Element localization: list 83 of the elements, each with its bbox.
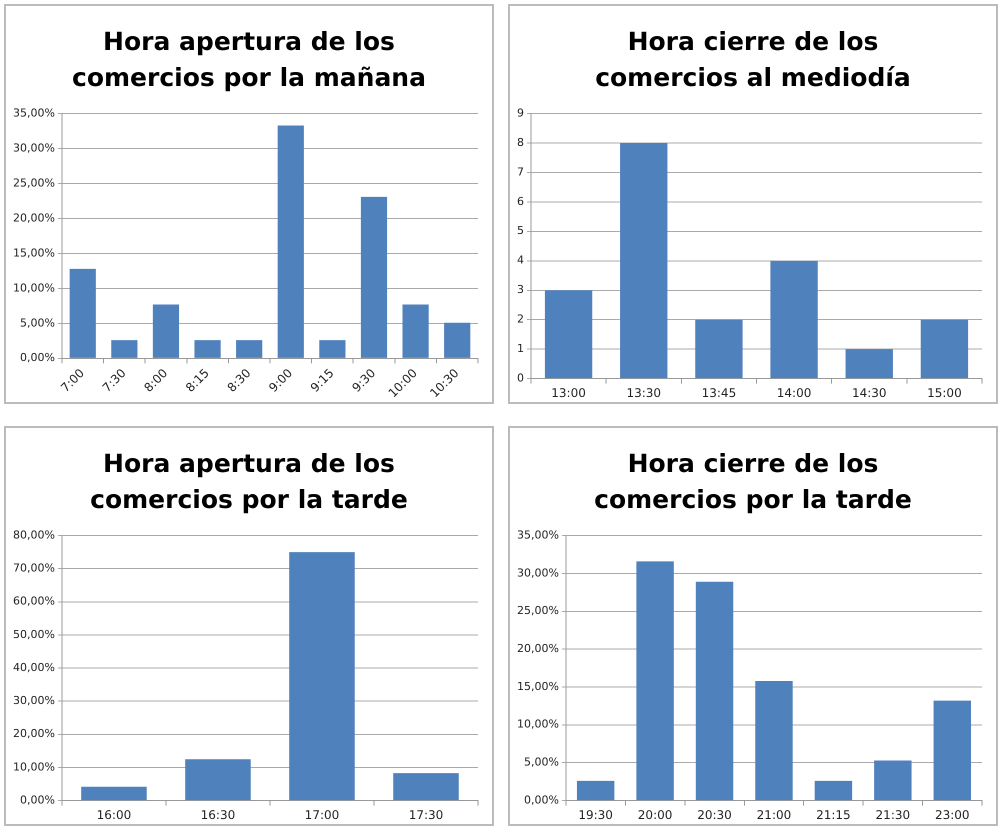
y-tick-label: 20,00% bbox=[516, 642, 559, 656]
bar bbox=[152, 304, 180, 358]
bar bbox=[402, 304, 429, 358]
bar bbox=[620, 143, 668, 378]
bar bbox=[70, 268, 96, 358]
y-tick-label: 3 bbox=[517, 283, 524, 296]
x-tick-label: 21:30 bbox=[876, 808, 910, 822]
bar bbox=[81, 786, 147, 800]
y-tick-label: 25,00% bbox=[12, 176, 55, 190]
bar bbox=[289, 552, 355, 800]
y-tick-label: 20,00% bbox=[12, 727, 55, 740]
bar bbox=[444, 322, 470, 358]
x-tick-label: 21:15 bbox=[816, 808, 851, 822]
y-tick-label: 4 bbox=[517, 254, 524, 267]
bar bbox=[576, 780, 614, 800]
bar bbox=[934, 700, 972, 800]
bar bbox=[770, 260, 818, 378]
x-tick-label: 13:00 bbox=[551, 386, 586, 400]
y-tick-label: 5 bbox=[517, 224, 524, 238]
x-tick-label: 19:30 bbox=[578, 808, 613, 822]
y-tick-label: 40,00% bbox=[12, 660, 55, 674]
y-tick-label: 25,00% bbox=[516, 604, 559, 618]
y-tick-label: 9 bbox=[517, 106, 524, 120]
x-tick-label: 17:00 bbox=[304, 808, 340, 822]
y-tick-label: 50,00% bbox=[12, 628, 55, 641]
bar bbox=[755, 680, 793, 800]
bar bbox=[360, 196, 388, 358]
y-tick-label: 10,00% bbox=[12, 760, 55, 774]
y-tick-label: 8 bbox=[517, 136, 524, 149]
x-tick-label: 20:00 bbox=[638, 808, 672, 822]
y-tick-label: 1 bbox=[517, 342, 524, 356]
y-tick-label: 5,00% bbox=[524, 756, 559, 769]
y-tick-label: 10,00% bbox=[516, 718, 559, 731]
bar bbox=[278, 125, 304, 358]
y-tick-label: 30,00% bbox=[12, 141, 55, 154]
x-tick-label: 16:30 bbox=[200, 808, 236, 822]
bar bbox=[236, 340, 262, 358]
bar bbox=[636, 561, 674, 800]
y-tick-label: 5,00% bbox=[20, 316, 55, 330]
chart-title: Hora apertura de los comercios por la tarde bbox=[89, 448, 409, 516]
y-tick-label: 15,00% bbox=[12, 246, 55, 260]
bar bbox=[874, 760, 912, 800]
x-tick-label: 13:30 bbox=[626, 386, 662, 400]
bar bbox=[544, 290, 592, 378]
bar bbox=[111, 340, 138, 358]
bar bbox=[319, 340, 346, 358]
y-tick-label: 80,00% bbox=[12, 528, 55, 542]
y-tick-label: 35,00% bbox=[12, 106, 55, 120]
x-tick-label: 20:30 bbox=[697, 808, 732, 822]
x-tick-label: 16:00 bbox=[96, 808, 132, 822]
bar bbox=[185, 759, 251, 800]
chart-title: Hora cierre de los comercios por la tarde bbox=[593, 448, 913, 516]
y-tick-label: 60,00% bbox=[12, 594, 55, 608]
y-tick-label: 0,00% bbox=[20, 351, 55, 364]
bar bbox=[393, 773, 459, 800]
bar bbox=[194, 340, 221, 358]
y-tick-label: 10,00% bbox=[12, 281, 55, 294]
y-tick-label: 0,00% bbox=[20, 793, 55, 806]
y-tick-label: 30,00% bbox=[516, 566, 559, 580]
y-tick-label: 15,00% bbox=[516, 680, 559, 693]
y-tick-label: 70,00% bbox=[12, 562, 55, 575]
y-tick-label: 30,00% bbox=[12, 694, 55, 708]
x-tick-label: 23:00 bbox=[934, 808, 970, 822]
bar bbox=[695, 320, 743, 378]
x-tick-label: 17:30 bbox=[408, 808, 444, 822]
y-tick-label: 0,00% bbox=[524, 793, 559, 806]
chart-title: Hora apertura de los comercios por la mañana bbox=[71, 26, 427, 94]
y-tick-label: 2 bbox=[517, 312, 524, 326]
x-tick-label: 14:00 bbox=[776, 386, 812, 400]
bar bbox=[696, 582, 734, 800]
x-tick-label: 14:30 bbox=[852, 386, 887, 400]
y-tick-label: 6 bbox=[517, 194, 524, 208]
chart-title: Hora cierre de los comercios al mediodía bbox=[594, 26, 912, 94]
y-tick-label: 7 bbox=[517, 165, 524, 178]
y-tick-label: 0 bbox=[517, 371, 524, 384]
x-tick-label: 15:00 bbox=[927, 386, 962, 400]
y-tick-label: 35,00% bbox=[516, 528, 559, 542]
bar bbox=[846, 349, 893, 378]
y-tick-label: 20,00% bbox=[12, 211, 55, 224]
bar bbox=[920, 320, 968, 378]
x-tick-label: 13:45 bbox=[702, 386, 736, 400]
x-tick-label: 21:00 bbox=[756, 808, 792, 822]
bar bbox=[814, 780, 852, 800]
